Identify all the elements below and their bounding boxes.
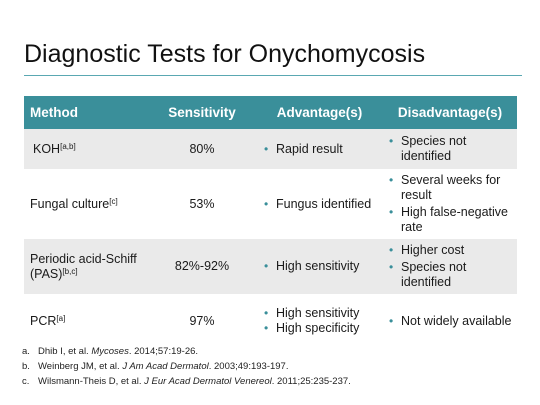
table-header-row: Method Sensitivity Advantage(s) Disadvan… <box>24 96 517 129</box>
method-cell: Periodic acid-Schiff (PAS)[b,c] <box>24 239 148 294</box>
disadvantages-cell: Species not identified <box>383 129 517 169</box>
disadvantages-cell: Several weeks for result High false-nega… <box>383 169 517 239</box>
list-item: High sensitivity <box>262 306 379 321</box>
advantages-list: Fungus identified <box>262 197 379 212</box>
advantages-list: Rapid result <box>262 142 379 157</box>
method-reference: [c] <box>109 196 118 206</box>
method-cell: PCR[a] <box>24 294 148 348</box>
reference-journal: J Am Acad Dermatol <box>122 361 209 372</box>
method-reference: [b,c] <box>62 266 78 276</box>
header-advantages: Advantage(s) <box>256 96 383 129</box>
sensitivity-cell: 53% <box>148 169 256 239</box>
reference-author: Dhib I, et al. <box>38 346 89 357</box>
table-row: Periodic acid-Schiff (PAS)[b,c] 82%-92% … <box>24 239 517 294</box>
method-cell: Fungal culture[c] <box>24 169 148 239</box>
advantages-list: High sensitivity High specificity <box>262 306 379 336</box>
method-cell: KOH[a,b] <box>24 129 148 169</box>
list-item: High false-negative rate <box>387 205 513 235</box>
reference-letter: a. <box>22 346 30 357</box>
advantages-list: High sensitivity <box>262 259 379 274</box>
method-name: Fungal culture <box>30 196 110 211</box>
reference-author: Wilsmann-Theis D, et al. <box>38 376 142 387</box>
list-item: Species not identified <box>387 260 513 290</box>
advantages-cell: Fungus identified <box>256 169 383 239</box>
list-item: Higher cost <box>387 243 513 258</box>
references: a. Dhib I, et al. Mycoses. 2014;57:19-26… <box>22 344 351 389</box>
reference-citation: . 2014;57:19-26. <box>128 346 199 357</box>
reference-journal: Mycoses <box>91 346 129 357</box>
disadvantages-list: Several weeks for result High false-nega… <box>387 173 513 235</box>
disadvantages-list: Species not identified <box>387 134 513 164</box>
disadvantages-list: Higher cost Species not identified <box>387 243 513 290</box>
list-item: Rapid result <box>262 142 379 157</box>
list-item: High sensitivity <box>262 259 379 274</box>
reference-citation: . 2011;25:235-237. <box>271 376 351 387</box>
reference-item: a. Dhib I, et al. Mycoses. 2014;57:19-26… <box>22 344 351 359</box>
reference-author: Weinberg JM, et al. <box>38 361 120 372</box>
reference-journal: J Eur Acad Dermatol Venereol <box>144 376 272 387</box>
method-name: KOH <box>33 141 61 156</box>
list-item: Species not identified <box>387 134 513 164</box>
reference-citation: . 2003;49:193-197. <box>208 361 289 372</box>
sensitivity-cell: 80% <box>148 129 256 169</box>
reference-item: c. Wilsmann-Theis D, et al. J Eur Acad D… <box>22 374 351 389</box>
list-item: Not widely available <box>387 314 513 329</box>
list-item: High specificity <box>262 321 379 336</box>
disadvantages-cell: Higher cost Species not identified <box>383 239 517 294</box>
slide-title: Diagnostic Tests for Onychomycosis <box>24 40 426 68</box>
header-method: Method <box>24 96 148 129</box>
method-reference: [a,b] <box>60 141 76 151</box>
sensitivity-cell: 97% <box>148 294 256 348</box>
disadvantages-list: Not widely available <box>387 314 513 329</box>
advantages-cell: Rapid result <box>256 129 383 169</box>
list-item: Several weeks for result <box>387 173 513 203</box>
disadvantages-cell: Not widely available <box>383 294 517 348</box>
method-name: Periodic acid-Schiff (PAS) <box>30 251 137 281</box>
table-row: PCR[a] 97% High sensitivity High specifi… <box>24 294 517 348</box>
table-row: KOH[a,b] 80% Rapid result Species not id… <box>24 129 517 169</box>
advantages-cell: High sensitivity High specificity <box>256 294 383 348</box>
method-name: PCR <box>30 313 57 328</box>
header-disadvantages: Disadvantage(s) <box>383 96 517 129</box>
table-row: Fungal culture[c] 53% Fungus identified … <box>24 169 517 239</box>
header-sensitivity: Sensitivity <box>148 96 256 129</box>
reference-letter: c. <box>22 376 30 387</box>
method-reference: [a] <box>56 313 66 323</box>
reference-letter: b. <box>22 361 30 372</box>
title-divider <box>24 75 522 76</box>
sensitivity-cell: 82%-92% <box>148 239 256 294</box>
advantages-cell: High sensitivity <box>256 239 383 294</box>
list-item: Fungus identified <box>262 197 379 212</box>
diagnostic-tests-table: Method Sensitivity Advantage(s) Disadvan… <box>24 96 517 348</box>
reference-item: b. Weinberg JM, et al. J Am Acad Dermato… <box>22 359 351 374</box>
